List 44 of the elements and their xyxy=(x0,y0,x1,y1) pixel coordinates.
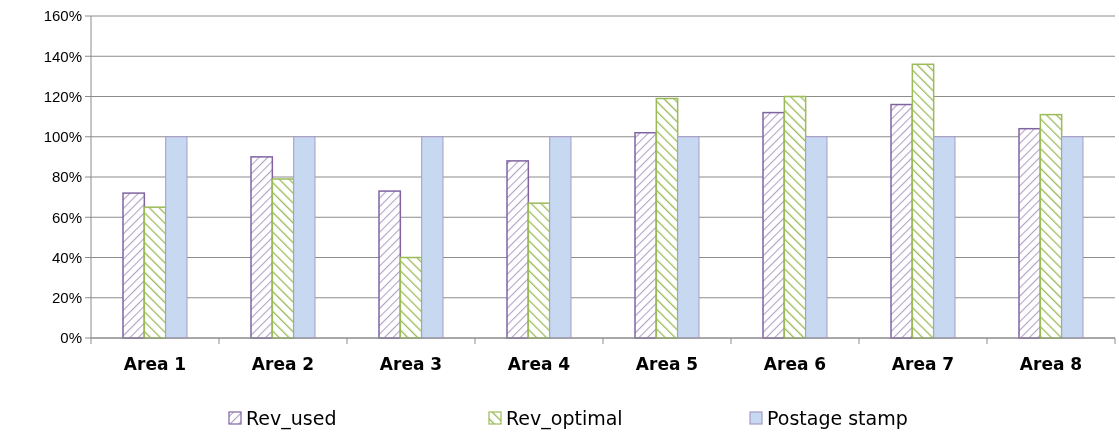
x-tick-label: Area 7 xyxy=(891,353,955,374)
y-tick-label: 100% xyxy=(43,128,82,145)
bar xyxy=(783,95,807,339)
bar xyxy=(1018,127,1042,339)
y-tick-label: 20% xyxy=(51,289,82,306)
bar xyxy=(250,156,274,339)
bar xyxy=(165,136,188,339)
bar xyxy=(933,136,956,339)
x-tick-label: Area 1 xyxy=(123,353,187,374)
bar xyxy=(293,136,316,339)
legend-label: Postage stamp xyxy=(767,406,908,429)
bar xyxy=(677,136,700,339)
bar xyxy=(421,136,444,339)
bar xyxy=(378,190,402,339)
bar xyxy=(506,160,530,339)
bar xyxy=(890,103,914,339)
x-tick-label: Area 2 xyxy=(251,353,315,374)
x-tick-label: Area 5 xyxy=(635,353,699,374)
y-tick-label: 120% xyxy=(43,87,82,105)
bar xyxy=(634,131,658,339)
bar xyxy=(1039,113,1063,339)
bar xyxy=(805,136,828,339)
x-tick-label: Area 4 xyxy=(507,353,571,374)
bar xyxy=(655,97,679,339)
y-tick-label: 60% xyxy=(51,208,82,226)
x-tick-label: Area 6 xyxy=(763,353,827,374)
y-tick-label: 0% xyxy=(60,329,82,347)
bar xyxy=(911,63,935,339)
y-tick-label: 160% xyxy=(43,7,82,25)
x-tick-label: Area 3 xyxy=(379,353,443,374)
bar xyxy=(527,202,551,339)
bar xyxy=(122,192,146,339)
bar xyxy=(549,136,572,339)
legend-label: Rev_optimal xyxy=(506,406,623,430)
y-tick-label: 40% xyxy=(51,248,82,266)
bar xyxy=(143,206,167,339)
bar xyxy=(271,178,295,339)
x-tick-label: Area 8 xyxy=(1019,353,1083,374)
legend-label: Rev_used xyxy=(246,406,337,430)
y-tick-label: 80% xyxy=(51,168,82,186)
bar xyxy=(399,256,423,339)
y-tick-label: 140% xyxy=(43,47,82,65)
bar xyxy=(762,111,786,339)
bar xyxy=(1061,136,1084,339)
